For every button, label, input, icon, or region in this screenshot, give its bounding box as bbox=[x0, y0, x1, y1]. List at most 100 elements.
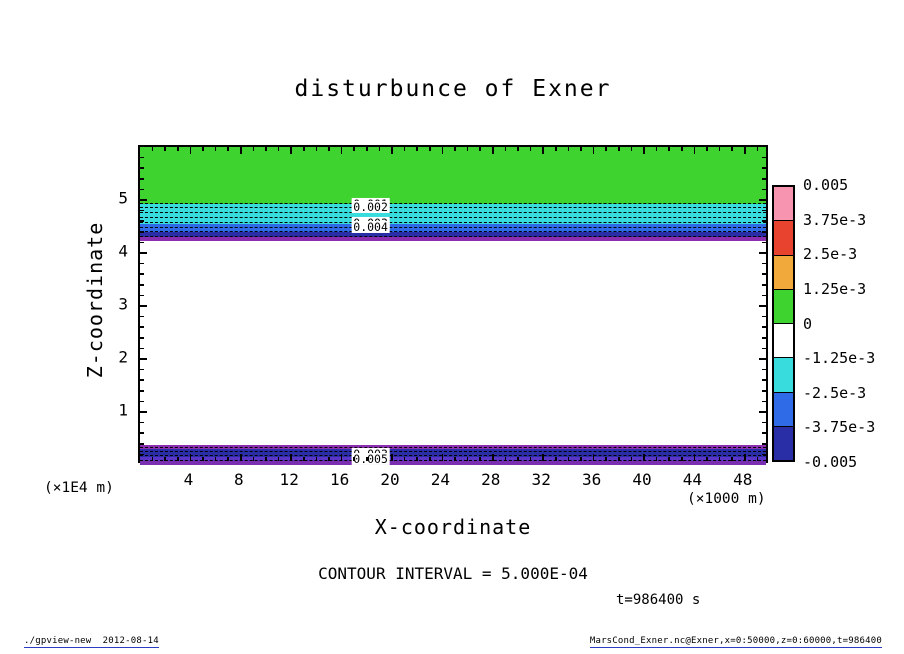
axis-tick bbox=[643, 454, 645, 461]
axis-tick bbox=[517, 147, 519, 151]
tone-band bbox=[140, 231, 766, 237]
axis-tick bbox=[759, 199, 766, 201]
axis-tick bbox=[240, 454, 242, 461]
axis-tick bbox=[366, 457, 368, 461]
axis-tick bbox=[353, 147, 355, 151]
axis-tick bbox=[706, 147, 708, 151]
axis-tick bbox=[277, 457, 280, 461]
axis-tick bbox=[504, 457, 507, 461]
x-tick-label: 48 bbox=[733, 470, 753, 489]
x-tick-label: 44 bbox=[682, 470, 703, 489]
colorbar-tick-label: -3.75e-3 bbox=[803, 418, 876, 437]
axis-tick bbox=[265, 457, 267, 461]
axis-tick bbox=[762, 400, 766, 403]
axis-tick bbox=[227, 147, 229, 151]
axis-tick bbox=[140, 241, 144, 244]
axis-tick bbox=[140, 347, 144, 350]
axis-tick bbox=[328, 147, 330, 151]
axis-tick bbox=[416, 457, 418, 461]
axis-tick bbox=[140, 220, 144, 222]
axis-tick bbox=[479, 457, 481, 461]
axis-tick bbox=[618, 457, 620, 461]
axis-tick bbox=[403, 457, 406, 461]
axis-tick bbox=[252, 147, 255, 151]
axis-tick bbox=[164, 457, 166, 461]
axis-tick bbox=[177, 147, 179, 151]
contour-line bbox=[140, 459, 766, 461]
axis-tick bbox=[391, 454, 393, 461]
axis-tick bbox=[762, 347, 766, 350]
axis-tick bbox=[214, 147, 217, 151]
x-tick-label: 8 bbox=[233, 470, 244, 489]
y-tick-label: 2 bbox=[118, 347, 128, 367]
colorbar-tick-label: 1.25e-3 bbox=[803, 279, 867, 298]
axis-tick bbox=[618, 147, 620, 151]
axis-tick bbox=[668, 147, 670, 151]
x-tick-label: 24 bbox=[430, 470, 451, 489]
colorbar-tick-label: -1.25e-3 bbox=[803, 349, 876, 368]
axis-tick bbox=[202, 457, 204, 461]
axis-tick bbox=[466, 457, 469, 461]
y-tick-label: 4 bbox=[118, 241, 128, 261]
axis-tick bbox=[189, 147, 192, 154]
axis-tick bbox=[466, 147, 469, 151]
axis-tick bbox=[718, 147, 721, 151]
colorbar-segment bbox=[774, 220, 793, 255]
axis-tick bbox=[693, 454, 696, 461]
contour-line bbox=[140, 235, 766, 237]
contour-line bbox=[140, 446, 766, 448]
axis-tick bbox=[643, 147, 645, 154]
axis-tick bbox=[441, 147, 444, 154]
y-tick-label: 1 bbox=[118, 400, 128, 420]
axis-tick bbox=[762, 337, 766, 339]
axis-tick bbox=[580, 147, 582, 151]
axis-tick bbox=[759, 411, 766, 413]
axis-tick bbox=[315, 457, 318, 461]
chart-title: disturbunce of Exner bbox=[294, 76, 612, 102]
tone-band bbox=[140, 449, 766, 457]
y-tick-label: 5 bbox=[118, 188, 128, 208]
axis-tick bbox=[303, 457, 305, 461]
axis-tick bbox=[492, 147, 494, 154]
axis-tick bbox=[340, 454, 343, 461]
time-annotation: t=986400 s bbox=[616, 592, 701, 608]
axis-tick bbox=[762, 188, 766, 191]
colorbar-tick-label: 0.005 bbox=[803, 176, 849, 194]
axis-tick bbox=[681, 457, 683, 461]
axis-tick bbox=[567, 457, 570, 461]
colorbar-segment bbox=[774, 288, 793, 323]
axis-tick bbox=[762, 368, 766, 371]
colorbar-tick-label: -2.5e-3 bbox=[803, 383, 867, 402]
contour-line bbox=[140, 221, 766, 223]
axis-tick bbox=[693, 147, 696, 154]
axis-tick bbox=[140, 432, 144, 434]
contour-interval-note: CONTOUR INTERVAL = 5.000E-04 bbox=[318, 564, 588, 583]
contour-line bbox=[140, 455, 766, 457]
axis-tick bbox=[391, 147, 393, 154]
axis-tick bbox=[762, 156, 766, 159]
axis-tick bbox=[756, 147, 759, 151]
x-tick-label: 32 bbox=[531, 470, 551, 489]
axis-tick bbox=[759, 252, 766, 254]
contour-line bbox=[140, 202, 766, 204]
contour-line bbox=[140, 231, 766, 233]
x-tick-label: 16 bbox=[329, 470, 350, 489]
axis-tick bbox=[140, 188, 144, 191]
axis-tick bbox=[140, 305, 147, 307]
axis-tick bbox=[140, 411, 147, 413]
axis-tick bbox=[340, 147, 343, 154]
axis-tick bbox=[718, 457, 721, 461]
axis-tick bbox=[542, 454, 544, 461]
axis-tick bbox=[140, 252, 147, 254]
axis-tick bbox=[592, 147, 595, 154]
axis-tick bbox=[140, 453, 144, 456]
contour-label: 0.004 bbox=[351, 219, 390, 234]
axis-tick bbox=[366, 147, 368, 151]
contour-line bbox=[140, 212, 766, 214]
axis-tick bbox=[454, 147, 456, 151]
axis-tick bbox=[668, 457, 670, 461]
axis-tick bbox=[762, 273, 766, 275]
axis-tick bbox=[762, 231, 766, 233]
